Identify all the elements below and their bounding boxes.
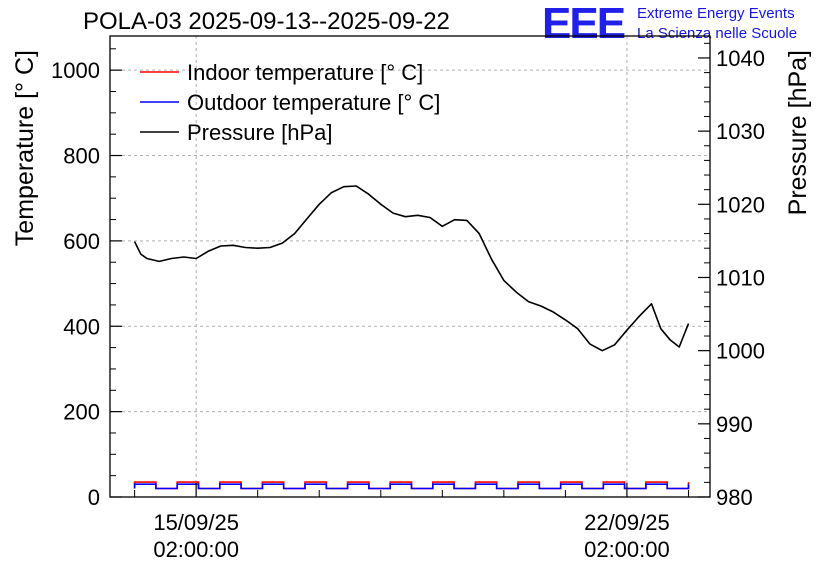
axes: 0 200 400 600 800 1000 980 990 1000 1010 1020 1030 1… — [11, 42, 812, 562]
eee-logo: EEE — [542, 0, 626, 48]
legend-entry-outdoor: Outdoor temperature [° C] — [187, 90, 440, 115]
right-tick-label: 1000 — [716, 339, 765, 364]
left-tick-label: 0 — [88, 485, 100, 510]
legend-entry-indoor: Indoor temperature [° C] — [187, 60, 423, 85]
x-tick-label-date: 22/09/25 — [584, 510, 670, 535]
x-tick-label-date: 15/09/25 — [153, 510, 239, 535]
right-tick-label: 980 — [716, 485, 753, 510]
left-tick-label: 200 — [63, 400, 100, 425]
series-line-pressure — [133, 185, 690, 352]
right-tick-label: 1040 — [716, 46, 765, 71]
series-line-outdoor — [133, 483, 690, 490]
right-tick-label: 990 — [716, 412, 753, 437]
left-tick-label: 1000 — [51, 58, 100, 83]
y-axis-title-left: Temperature [° C] — [11, 50, 39, 246]
plot-border — [109, 35, 711, 498]
y-axis-title-right: Pressure [hPa] — [784, 50, 812, 215]
logo-line-2: La Scienza nelle Scuole — [637, 25, 798, 42]
left-tick-label: 800 — [63, 144, 100, 169]
x-tick-label-time: 02:00:00 — [584, 537, 670, 562]
series — [133, 185, 690, 490]
x-tick-label-time: 02:00:00 — [153, 537, 239, 562]
right-tick-label: 1030 — [716, 119, 765, 144]
logo-line-1: Extreme Energy Events — [637, 5, 795, 22]
right-tick-label: 1010 — [716, 265, 765, 290]
plot-frame — [109, 35, 711, 498]
logo-caption: Extreme Energy Events La Scienza nelle S… — [637, 4, 797, 44]
left-tick-label: 600 — [63, 229, 100, 254]
grid — [110, 36, 710, 497]
legend-entry-pressure: Pressure [hPa] — [187, 120, 333, 145]
legend: Indoor temperature [° C] Outdoor temperat… — [140, 60, 440, 145]
left-tick-label: 400 — [63, 314, 100, 339]
right-tick-label: 1020 — [716, 192, 765, 217]
chart-title: POLA-03 2025-09-13--2025-09-22 — [83, 8, 450, 35]
